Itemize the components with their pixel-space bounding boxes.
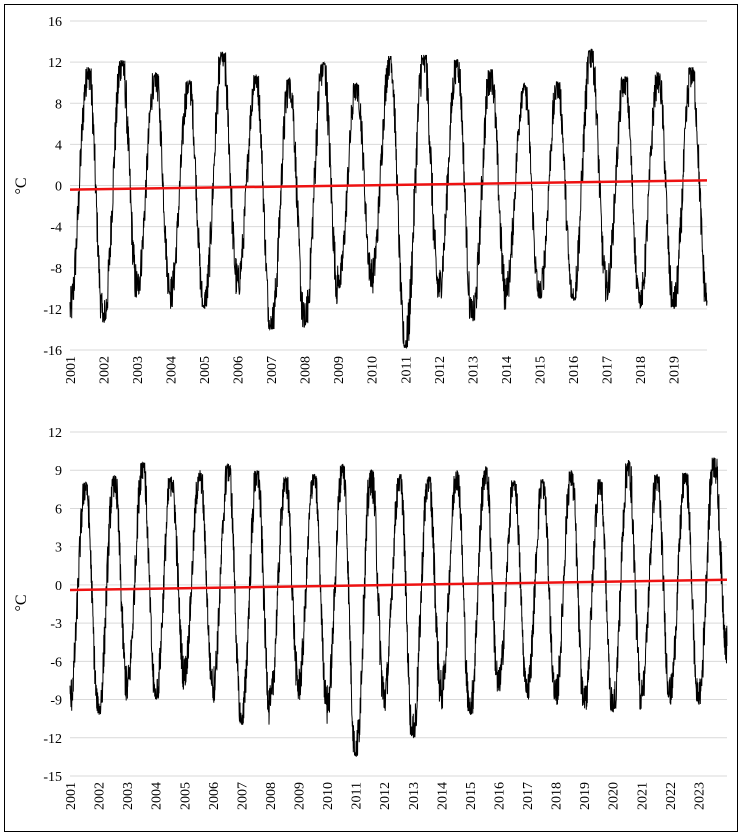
chart2-xtick-label: 2006 [207, 782, 222, 810]
chart2-xtick-label: 2009 [293, 782, 308, 810]
chart1-ytick-label: -16 [43, 344, 62, 359]
chart2-xtick-label: 2020 [607, 782, 622, 810]
chart1-xtick-label: 2013 [466, 356, 481, 384]
chart1-series-line [69, 48, 708, 350]
chart2-xtick-label: 2012 [378, 782, 393, 810]
chart2-ytick-label: -6 [50, 655, 62, 670]
chart2-xtick-label: 2001 [64, 782, 79, 810]
chart1-xtick-label: 2012 [433, 356, 448, 384]
chart2-xtick-label: 2023 [692, 782, 707, 810]
chart2-xtick-label: 2010 [321, 782, 336, 810]
chart1-ylabel: °C [13, 177, 30, 194]
chart2-trend-line [69, 578, 728, 592]
chart2-ytick-label: 9 [55, 464, 62, 479]
chart2-xtick-label: 2002 [93, 782, 108, 810]
chart1-xtick-label: 2005 [198, 356, 213, 384]
chart1-xtick-label: 2001 [64, 356, 79, 384]
chart2-ytick-label: 0 [55, 579, 62, 594]
chart2-ytick-label: 12 [48, 426, 62, 441]
chart2-xtick-label: 2021 [635, 782, 650, 810]
chart1-ytick-label: -8 [50, 262, 62, 277]
chart2-xtick-label: 2007 [235, 782, 250, 810]
chart2-xtick-label: 2008 [264, 782, 279, 810]
chart2-ylabel: °C [13, 594, 30, 611]
chart1-xtick-label: 2019 [667, 356, 682, 384]
chart1-xtick-label: 2008 [299, 356, 314, 384]
chart1-xtick-label: 2007 [265, 356, 280, 384]
chart2-xtick-label: 2018 [550, 782, 565, 810]
chart1-xtick-label: 2016 [567, 356, 582, 384]
chart2-series-line [69, 457, 728, 757]
chart1-xtick-label: 2004 [165, 356, 180, 384]
chart1-xtick-label: 2015 [533, 356, 548, 384]
chart1-xtick-label: 2011 [399, 356, 414, 383]
chart2-xtick-label: 2003 [121, 782, 136, 810]
chart1-ytick-label: -12 [43, 303, 62, 318]
chart2-xtick-label: 2004 [150, 782, 165, 810]
chart1-ytick-label: 12 [48, 56, 62, 71]
chart2-ytick-label: -3 [50, 617, 62, 632]
chart2-xtick-label: 2005 [178, 782, 193, 810]
chart2-ytick-label: -15 [43, 770, 62, 785]
chart1-xtick-label: 2003 [131, 356, 146, 384]
chart1-ytick-label: 16 [48, 15, 62, 30]
chart1-xtick-label: 2014 [500, 356, 515, 384]
chart2-xtick-label: 2015 [464, 782, 479, 810]
chart1-xtick-label: 2018 [634, 356, 649, 384]
chart2-ytick-label: -9 [50, 694, 62, 709]
chart1-xtick-label: 2002 [98, 356, 113, 384]
chart1-ytick-label: 0 [55, 180, 62, 195]
chart1-xtick-label: 2010 [366, 356, 381, 384]
chart1-trend-line [69, 179, 708, 191]
chart2-ytick-label: -12 [43, 732, 62, 747]
chart1-xtick-label: 2009 [332, 356, 347, 384]
chart2-xtick-label: 2014 [435, 782, 450, 810]
chart2-xtick-label: 2022 [664, 782, 679, 810]
chart2-xtick-label: 2013 [407, 782, 422, 810]
chart2-xtick-label: 2019 [578, 782, 593, 810]
chart2-xtick-label: 2017 [521, 782, 536, 810]
chart2-xtick-label: 2011 [350, 782, 365, 809]
chart1-ytick-label: -4 [50, 221, 62, 236]
chart1-xtick-label: 2017 [600, 356, 615, 384]
chart2-ytick-label: 6 [55, 502, 62, 517]
chart1-ytick-label: 8 [55, 97, 62, 112]
chart2-xtick-label: 2016 [492, 782, 507, 810]
chart2-ytick-label: 3 [55, 541, 62, 556]
chart1-xtick-label: 2006 [232, 356, 247, 384]
chart1-ytick-label: 4 [55, 138, 62, 153]
